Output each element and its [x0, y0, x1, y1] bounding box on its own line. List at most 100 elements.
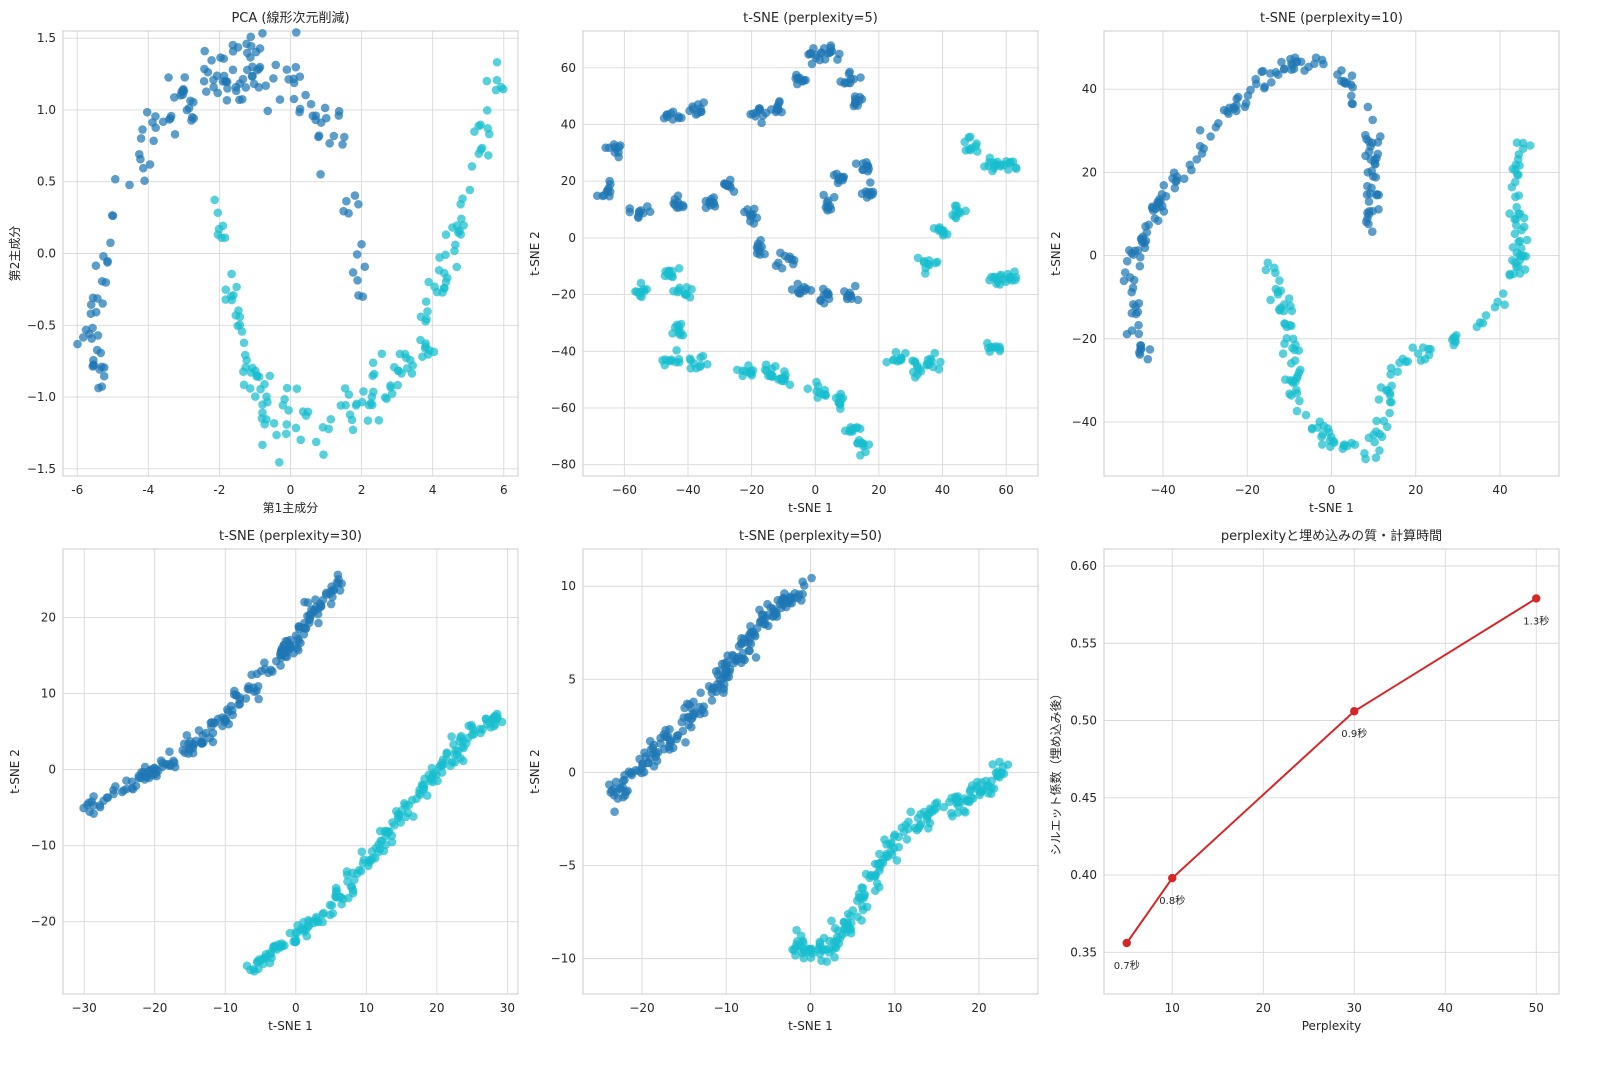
point-cluster-b — [1525, 141, 1535, 150]
point-cluster-a — [1197, 149, 1207, 158]
point-cluster-a — [209, 75, 218, 85]
point-cluster-a — [314, 131, 324, 140]
x-tick-label: 40 — [935, 483, 950, 497]
point-cluster-b — [796, 931, 806, 941]
x-tick-label: −10 — [213, 1001, 238, 1015]
point-cluster-a — [282, 65, 292, 74]
point-cluster-b — [639, 287, 649, 296]
point-cluster-a — [799, 75, 809, 85]
y-axis-label: t-SNE 2 — [1049, 231, 1063, 276]
point-cluster-a — [774, 98, 784, 107]
point-cluster-a — [732, 654, 742, 664]
point-cluster-a — [136, 134, 146, 143]
x-tick-label: 40 — [1438, 1001, 1453, 1015]
point-cluster-a — [111, 782, 120, 791]
point-cluster-b — [1295, 396, 1304, 406]
point-cluster-a — [1348, 99, 1357, 109]
point-cluster-b — [1375, 446, 1384, 455]
point-cluster-a — [1124, 246, 1134, 255]
point-cluster-a — [228, 65, 238, 75]
point-cluster-a — [254, 694, 263, 704]
point-cluster-b — [1007, 276, 1017, 285]
point-cluster-a — [1337, 66, 1346, 75]
point-cluster-a — [799, 282, 809, 292]
point-cluster-b — [377, 349, 387, 359]
x-axis-label: t-SNE 1 — [788, 1019, 833, 1033]
point-cluster-a — [142, 107, 152, 117]
point-cluster-a — [846, 291, 856, 300]
point-cluster-a — [807, 573, 816, 583]
x-axis-label: t-SNE 1 — [268, 1019, 313, 1033]
chart-title: PCA (線形次元削減) — [231, 10, 349, 26]
point-cluster-a — [713, 683, 722, 693]
point-cluster-b — [427, 763, 437, 773]
point-cluster-b — [913, 370, 922, 379]
point-cluster-b — [819, 933, 829, 943]
data-points — [592, 41, 1021, 460]
point-cluster-a — [777, 263, 787, 273]
point-cluster-b — [923, 824, 933, 833]
point-cluster-b — [892, 856, 902, 865]
point-cluster-b — [794, 941, 803, 951]
point-cluster-a — [342, 196, 351, 206]
point-cluster-a — [189, 114, 199, 123]
point-cluster-b — [676, 327, 685, 337]
point-cluster-b — [858, 439, 868, 448]
chart-quality: 10 20 30 40 50 0.35 0.40 0.45 0.50 0.55 0.60 perple… — [1048, 528, 1560, 1033]
point-cluster-a — [679, 713, 689, 722]
point-cluster-b — [1315, 417, 1325, 426]
point-cluster-a — [89, 792, 98, 801]
point-cluster-b — [1371, 453, 1381, 462]
y-axis-label: シルエット係数（埋め込み後） — [1048, 687, 1063, 855]
point-cluster-b — [1284, 294, 1294, 303]
point-cluster-a — [1362, 134, 1371, 144]
point-cluster-a — [707, 688, 717, 698]
point-cluster-a — [122, 776, 131, 785]
point-cluster-b — [346, 882, 356, 892]
point-cluster-a — [1142, 228, 1152, 237]
chart-tsne50: −20 −10 0 10 20 −10 −5 0 5 10 t-SNE (perplexity=50… — [528, 529, 1039, 1033]
point-cluster-b — [434, 265, 444, 275]
point-cluster-a — [1280, 64, 1289, 74]
point-cluster-b — [995, 280, 1005, 289]
point-cluster-a — [1348, 82, 1358, 92]
point-cluster-a — [1364, 210, 1374, 219]
point-cluster-b — [1275, 276, 1284, 285]
point-cluster-a — [246, 41, 256, 51]
time-annotation: 0.8秒 — [1159, 894, 1185, 907]
point-cluster-a — [1364, 197, 1374, 206]
y-axis-label: t-SNE 2 — [528, 231, 542, 276]
point-cluster-b — [936, 225, 946, 235]
y-tick-label: 0.55 — [1070, 636, 1097, 650]
point-cluster-a — [696, 688, 705, 698]
point-cluster-a — [86, 300, 96, 310]
point-cluster-a — [618, 782, 627, 792]
point-cluster-a — [246, 53, 255, 62]
x-tick-label: 4 — [429, 483, 437, 497]
point-cluster-a — [107, 211, 117, 220]
point-cluster-a — [853, 295, 863, 305]
data-points — [604, 573, 1013, 966]
point-cluster-a — [758, 111, 768, 120]
y-tick-label: 20 — [41, 610, 56, 624]
point-cluster-b — [423, 307, 432, 316]
point-cluster-a — [291, 28, 301, 37]
point-cluster-b — [374, 416, 384, 425]
point-cluster-b — [696, 361, 706, 370]
point-cluster-a — [1240, 102, 1250, 112]
point-cluster-a — [849, 74, 859, 84]
point-cluster-b — [821, 945, 831, 954]
y-tick-label: 40 — [561, 118, 576, 132]
point-cluster-a — [200, 46, 209, 56]
y-tick-label: 1.5 — [37, 31, 56, 45]
point-cluster-a — [656, 739, 665, 748]
point-cluster-a — [334, 106, 344, 116]
point-cluster-a — [620, 770, 629, 780]
point-cluster-a — [201, 87, 211, 96]
point-cluster-a — [1310, 59, 1319, 69]
point-cluster-b — [1275, 306, 1285, 315]
point-cluster-b — [492, 57, 502, 67]
point-cluster-a — [823, 287, 832, 297]
point-cluster-b — [1508, 164, 1518, 174]
point-cluster-b — [922, 810, 932, 820]
